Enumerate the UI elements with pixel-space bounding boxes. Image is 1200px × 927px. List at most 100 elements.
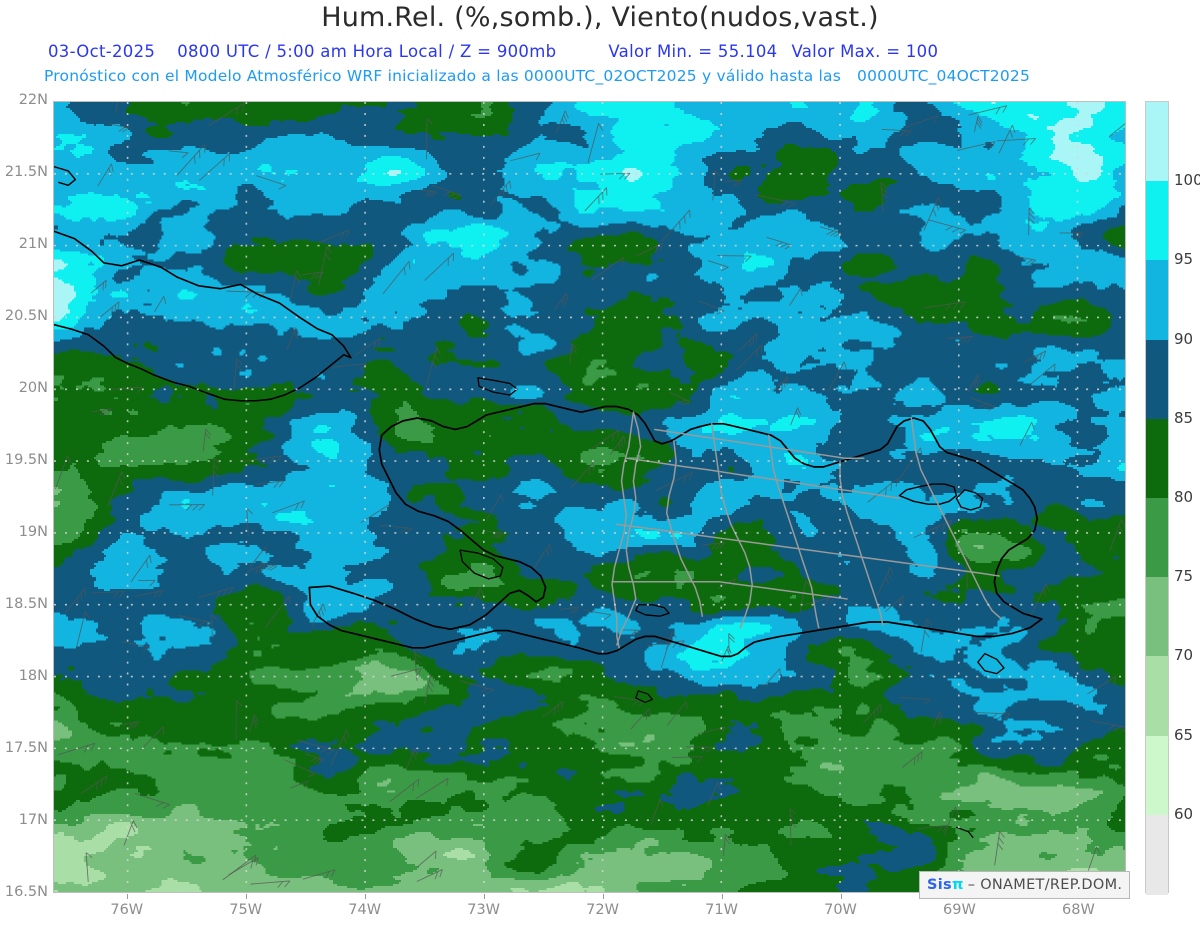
colorbar-band: [1146, 339, 1168, 420]
forecast-valid-time: 0000UTC_04OCT2025: [857, 67, 1030, 85]
wind-barb: [900, 697, 931, 706]
wind-barb: [389, 778, 420, 802]
wind-barb: [712, 170, 721, 201]
colorbar-tick-label: 75: [1174, 567, 1194, 586]
map-plot-area[interactable]: [53, 101, 1126, 893]
wind-barb: [789, 808, 797, 846]
wind-barb: [1023, 350, 1047, 363]
header: Hum.Rel. (%,somb.), Viento(nudos,vast.) …: [0, 0, 1200, 94]
wind-barb: [289, 270, 302, 302]
wind-barb: [130, 554, 152, 583]
wind-barb: [827, 361, 847, 392]
colorbar-band: [1146, 102, 1168, 182]
wind-barb: [590, 429, 620, 450]
wind-barb: [109, 123, 130, 133]
wind-barb: [168, 150, 189, 159]
wind-barb: [1028, 207, 1035, 236]
coastline-path: [477, 377, 518, 396]
wind-barb: [198, 153, 231, 181]
lon-tick-mark: [721, 894, 723, 899]
wind-barb: [424, 674, 436, 704]
lon-tick-label: 75W: [229, 902, 263, 918]
wind-barb: [233, 358, 243, 391]
wind-barb: [946, 336, 973, 344]
coastline-layer: [54, 165, 1043, 839]
forecast-desc-a: Pronóstico con el Modelo Atmosférico WRF…: [44, 67, 519, 85]
province-border-path: [711, 423, 753, 629]
wind-barb: [226, 290, 266, 299]
forecast-local-time: 5:00 am Hora Local: [276, 42, 444, 61]
wind-barb: [622, 629, 640, 637]
coastline-path: [459, 549, 504, 580]
wind-barb: [998, 124, 1016, 154]
wind-barb: [973, 116, 983, 133]
wind-barb: [584, 609, 612, 620]
wind-barb: [957, 141, 996, 151]
wind-barb: [722, 833, 731, 856]
valor-min: Valor Min. = 55.104: [608, 42, 778, 61]
wind-barb: [717, 255, 752, 263]
wind-barb: [249, 714, 259, 732]
wind-barb: [304, 753, 325, 764]
wind-barb: [246, 563, 266, 575]
wind-barb: [460, 680, 494, 695]
wind-barb: [1087, 676, 1117, 695]
wind-barb: [702, 542, 725, 551]
colorbar-tick-label: 65: [1174, 725, 1194, 744]
wind-barb: [250, 880, 291, 888]
wind-barb: [290, 780, 309, 789]
wind-barb: [330, 729, 350, 766]
wind-barb: [650, 799, 664, 826]
wind-barb: [354, 338, 381, 356]
wind-barb: [904, 115, 938, 129]
wind-barb: [728, 633, 735, 653]
wind-barb: [297, 739, 335, 755]
page-title: Hum.Rel. (%,somb.), Viento(nudos,vast.): [321, 2, 879, 33]
wind-barb: [134, 589, 164, 599]
lon-tick-label: 69W: [943, 902, 976, 918]
wind-barb: [141, 726, 164, 750]
wind-barb: [867, 478, 898, 503]
wind-barb: [913, 519, 953, 539]
valor-max: Valor Max. = 100: [791, 42, 939, 61]
wind-barb: [1017, 256, 1037, 266]
wind-barb: [486, 530, 505, 539]
coastline-path: [635, 604, 670, 617]
wind-barb: [996, 138, 1037, 146]
wind-barb: [468, 587, 484, 611]
lon-tick-mark: [126, 894, 128, 899]
wind-barb: [176, 144, 206, 176]
wind-barb: [64, 588, 87, 614]
wind-barb: [284, 759, 316, 778]
wind-barb: [570, 462, 595, 489]
wind-barb: [1087, 846, 1101, 871]
wind-barb: [420, 189, 438, 198]
wind-barb: [134, 793, 170, 809]
coastline-path: [955, 826, 974, 839]
wind-barb: [661, 209, 691, 242]
wind-barb: [333, 363, 367, 371]
wind-barb-layer: [55, 102, 1125, 888]
province-border-path: [616, 411, 642, 646]
wind-barb: [880, 182, 889, 212]
humidity-colorbar[interactable]: [1145, 101, 1169, 895]
wind-barb: [235, 700, 243, 740]
wind-barb: [177, 615, 212, 628]
wind-barb: [969, 397, 996, 411]
wind-barb: [994, 830, 1005, 866]
wind-barb: [91, 408, 112, 417]
wind-barb: [698, 300, 725, 315]
humidity-shading-layer: [54, 102, 1125, 892]
lon-tick-mark: [245, 894, 247, 899]
coastline-path: [308, 402, 1043, 658]
wind-barb: [382, 261, 411, 295]
wind-barb: [655, 472, 693, 492]
colorbar-band: [1146, 814, 1168, 895]
lat-tick-label: 17N: [18, 812, 48, 828]
wind-barb: [425, 347, 442, 387]
wind-barb: [590, 257, 624, 281]
wind-barb: [790, 407, 802, 426]
forecast-date: 03-Oct-2025: [48, 42, 156, 61]
forecast-utc-time: 0800 UTC: [177, 42, 260, 61]
lat-tick-label: 21N: [18, 236, 48, 252]
